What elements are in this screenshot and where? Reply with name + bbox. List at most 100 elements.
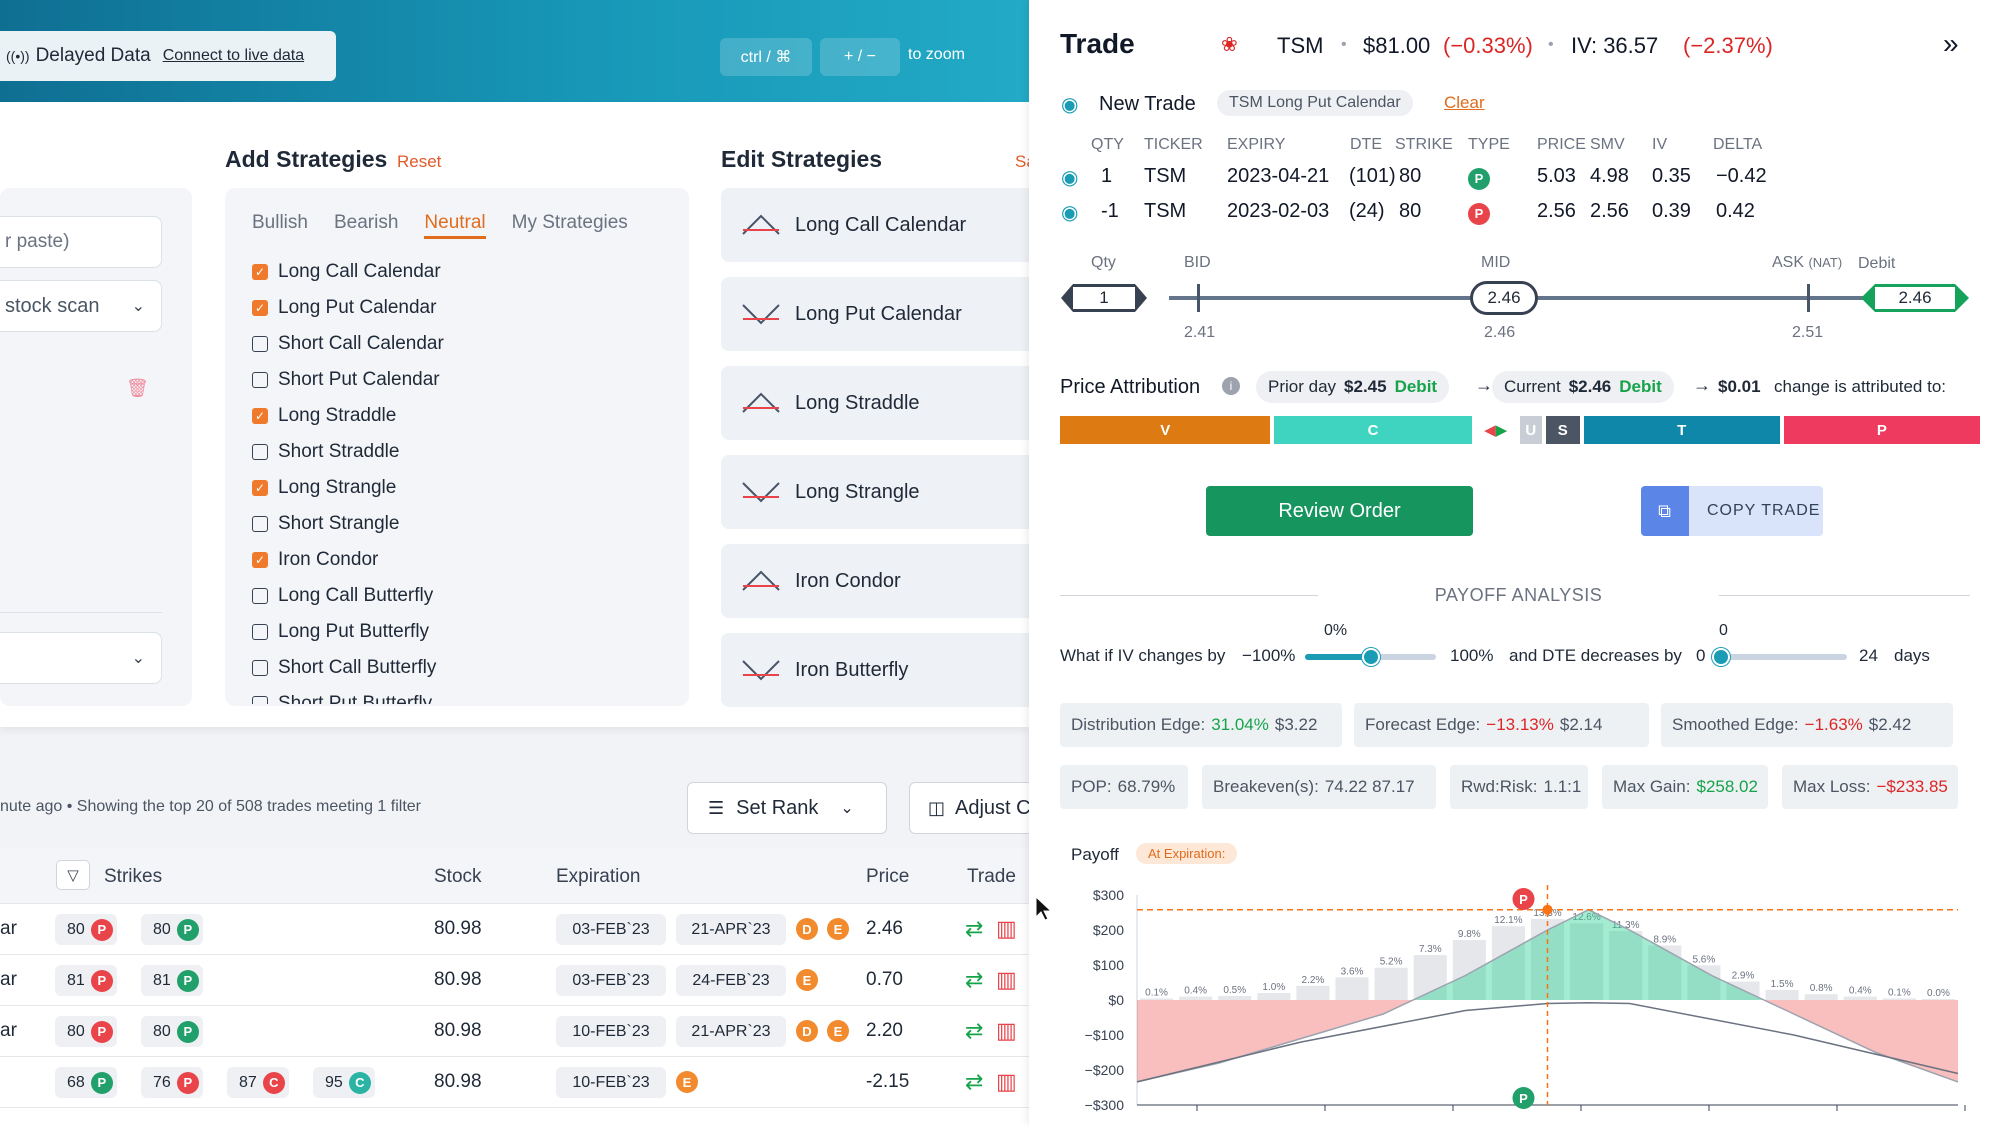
strategy-checkbox-row[interactable]: Short Straddle	[252, 434, 672, 470]
strategy-checkbox-row[interactable]: Short Strangle	[252, 506, 672, 542]
strategy-checkbox-row[interactable]: Short Call Calendar	[252, 326, 672, 362]
save-link[interactable]: Sa	[1015, 152, 1029, 171]
eye-icon[interactable]: ◉	[1061, 94, 1079, 116]
eye-icon[interactable]: ◉	[1061, 202, 1079, 224]
checkbox[interactable]	[252, 660, 268, 676]
strategy-checkbox-row[interactable]: ✓ Long Straddle	[252, 398, 672, 434]
edit-strategy-card[interactable]: Long Call Calendar	[721, 188, 1029, 262]
strategy-label: Long Call Butterfly	[278, 585, 434, 606]
attribution-segment[interactable]: S	[1546, 416, 1580, 444]
table-row[interactable]: ar 81 P 81 P 80.98 03-FEB`23 24-FEB`23 E 0.70 ⇄ ▥	[0, 955, 1029, 1006]
tab-bearish[interactable]: Bearish	[333, 212, 399, 233]
checkbox[interactable]	[252, 444, 268, 460]
distribution-bar	[1491, 926, 1525, 1000]
eye-icon[interactable]: ◉	[1061, 167, 1079, 189]
checkbox[interactable]	[252, 372, 268, 388]
qty-stepper[interactable]: 1	[1061, 282, 1147, 314]
attribution-segment[interactable]: P	[1783, 416, 1980, 444]
checkbox[interactable]: ✓	[252, 408, 268, 424]
dte-slider[interactable]	[1712, 648, 1847, 666]
leg-expiry[interactable]: 2023-02-03	[1227, 200, 1330, 222]
filter-icon[interactable]: ▽	[56, 860, 90, 890]
set-rank-button[interactable]: ☰ Set Rank ⌄	[687, 782, 887, 834]
strike-value: 68	[67, 1073, 85, 1091]
attribution-segment[interactable]: U	[1519, 416, 1543, 444]
checkbox[interactable]: ✓	[252, 480, 268, 496]
chart-icon[interactable]: ▥	[996, 916, 1017, 941]
strategy-checkbox-row[interactable]: Short Put Calendar	[252, 362, 672, 398]
strategy-checkbox-row[interactable]: Short Call Butterfly	[252, 650, 672, 686]
checkbox[interactable]	[252, 516, 268, 532]
review-order-button[interactable]: Review Order	[1206, 486, 1473, 536]
strategy-checkbox-row[interactable]: ✓ Long Call Calendar	[252, 254, 672, 290]
swap-icon[interactable]: ⇄	[965, 967, 984, 992]
table-row[interactable]: ar 80 P 80 P 80.98 10-FEB`23 21-APR`23 D E 2.20 ⇄ ▥	[0, 1006, 1029, 1057]
chart-icon[interactable]: ▥	[996, 967, 1017, 992]
col-strikes[interactable]: Strikes	[104, 866, 163, 887]
trash-icon[interactable]: 🗑	[126, 378, 149, 398]
mid-handle[interactable]: 2.46	[1470, 281, 1538, 315]
tab-neutral[interactable]: Neutral	[424, 212, 486, 239]
edit-strategy-card[interactable]: Long Straddle	[721, 366, 1029, 440]
edit-strategy-card[interactable]: Iron Butterfly	[721, 633, 1029, 707]
debit-stepper[interactable]: 2.46	[1861, 282, 1969, 314]
chart-icon[interactable]: ▥	[996, 1018, 1017, 1043]
collapse-icon[interactable]: »	[1943, 28, 1959, 59]
col-stock[interactable]: Stock	[434, 866, 482, 887]
copy-trade-button[interactable]: ⧉ COPY TRADE	[1641, 486, 1823, 536]
leg-strike[interactable]: 80	[1399, 165, 1422, 187]
connect-live-link[interactable]: Connect to live data	[162, 47, 305, 64]
at-expiration-chip[interactable]: At Expiration:	[1136, 843, 1238, 864]
tab-bullish[interactable]: Bullish	[252, 212, 308, 233]
symbol-search-input[interactable]: r paste)	[0, 216, 162, 268]
swap-icon[interactable]: ⇄	[965, 916, 984, 941]
price-marker-bottom[interactable]: P	[1512, 1087, 1535, 1109]
price-marker-top[interactable]: P	[1512, 888, 1535, 910]
distribution-label: 0.8%	[1810, 983, 1833, 994]
reset-link[interactable]: Reset	[397, 152, 442, 171]
checkbox[interactable]	[252, 588, 268, 604]
strategy-name-cell: ar	[0, 1020, 17, 1041]
strategy-checkbox-row[interactable]: ✓ Iron Condor	[252, 542, 672, 578]
swap-icon[interactable]: ⇄	[965, 1069, 984, 1094]
checkbox[interactable]	[252, 336, 268, 352]
leg-qty[interactable]: 1	[1101, 165, 1113, 187]
stock-scan-select[interactable]: stock scan ⌄	[0, 280, 162, 332]
strategy-checkbox-row[interactable]: Long Put Butterfly	[252, 614, 672, 650]
checkbox[interactable]: ✓	[252, 264, 268, 280]
strategy-checkbox-row[interactable]: ✓ Long Put Calendar	[252, 290, 672, 326]
tab-my-strategies[interactable]: My Strategies	[511, 212, 628, 233]
strategy-checkbox-row[interactable]: Long Call Butterfly	[252, 578, 672, 614]
checkbox[interactable]	[252, 624, 268, 640]
strike-value: 81	[153, 971, 171, 989]
edit-strategy-card[interactable]: Iron Condor	[721, 544, 1029, 618]
edit-strategy-card[interactable]: Long Strangle	[721, 455, 1029, 529]
dte-slider-handle[interactable]	[1712, 648, 1730, 666]
attribution-segment[interactable]: C	[1274, 416, 1472, 444]
iv-slider-handle[interactable]	[1362, 648, 1380, 666]
swap-icon[interactable]: ⇄	[965, 1018, 984, 1043]
edit-strategy-card[interactable]: Long Put Calendar	[721, 277, 1029, 351]
strategy-checkbox-row[interactable]: Short Put Butterfly	[252, 686, 672, 704]
adjust-columns-button[interactable]: ◫ Adjust C	[909, 782, 1029, 834]
checkbox[interactable]: ✓	[252, 300, 268, 316]
table-row[interactable]: ar 80 P 80 P 80.98 03-FEB`23 21-APR`23 D E 2.46 ⇄ ▥	[0, 904, 1029, 955]
leg-expiry[interactable]: 2023-04-21	[1227, 165, 1330, 187]
checkbox[interactable]: ✓	[252, 552, 268, 568]
col-price[interactable]: Price	[866, 866, 910, 887]
checkbox[interactable]	[252, 696, 268, 704]
debit-stepper-shape	[1861, 284, 1969, 312]
clear-link[interactable]: Clear	[1444, 93, 1485, 112]
attribution-segment[interactable]: T	[1583, 416, 1780, 444]
col-expiration[interactable]: Expiration	[556, 866, 641, 887]
attribution-segment[interactable]: V	[1060, 416, 1271, 444]
iv-slider[interactable]	[1305, 648, 1436, 666]
chart-icon[interactable]: ▥	[996, 1069, 1017, 1094]
col-trade[interactable]: Trade	[967, 866, 1016, 887]
strategy-checkbox-row[interactable]: ✓ Long Strangle	[252, 470, 672, 506]
table-row[interactable]: 68 P 76 P 87 C 95 C 80.98 10-FEB`23 E -2.15 ⇄ ▥	[0, 1057, 1029, 1108]
leg-qty[interactable]: -1	[1101, 200, 1119, 222]
secondary-select[interactable]: ⌄	[0, 632, 162, 684]
leg-strike[interactable]: 80	[1399, 200, 1422, 222]
info-icon[interactable]: i	[1222, 377, 1240, 395]
